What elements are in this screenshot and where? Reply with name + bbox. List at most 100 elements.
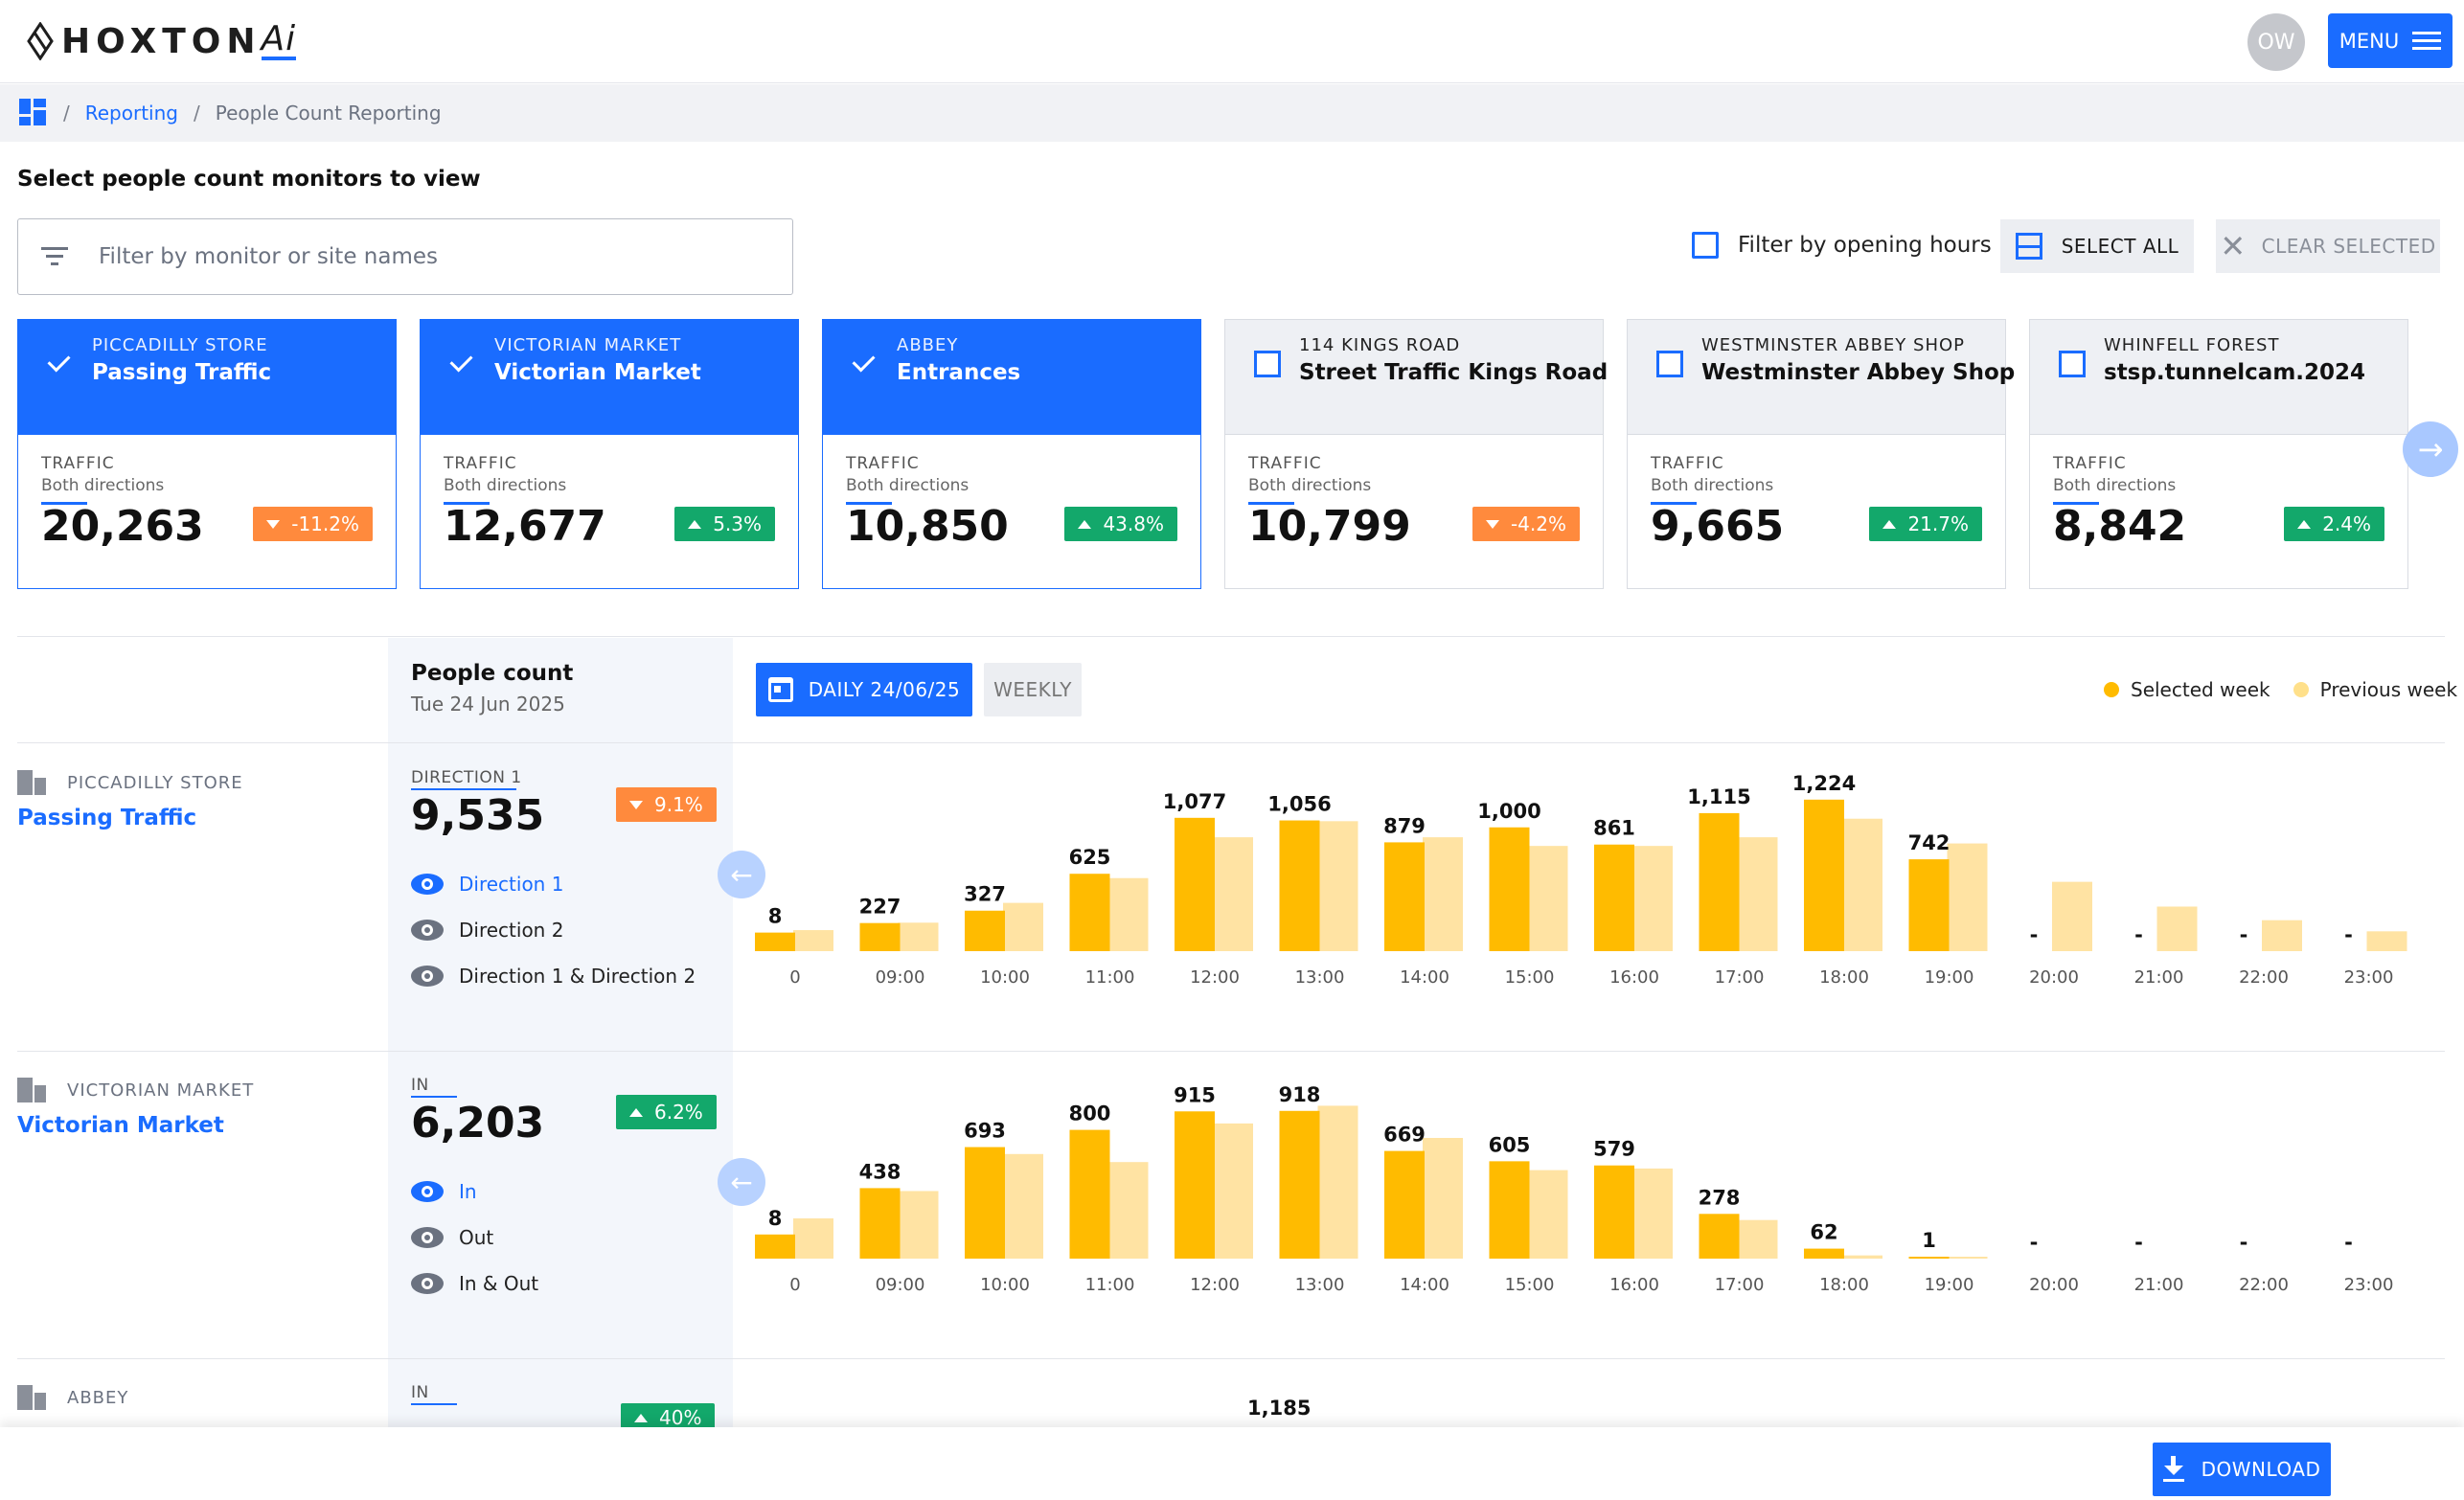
row-value: 6,203 xyxy=(411,1099,545,1148)
bar-data-label: - xyxy=(2134,923,2143,946)
bar-previous xyxy=(1213,837,1253,951)
monitor-card[interactable]: 114 KINGS ROAD Street Traffic Kings Road… xyxy=(1224,319,1608,589)
arrow-up-icon xyxy=(688,519,702,529)
direction-option[interactable]: Direction 1 xyxy=(411,873,563,896)
top-header: HOXTON Ai OW MENU xyxy=(0,0,2464,83)
card-header: PICCADILLY STORE Passing Traffic xyxy=(18,320,396,435)
divider xyxy=(17,636,2445,637)
row-monitor-link[interactable]: Victorian Market xyxy=(17,1113,224,1138)
divider xyxy=(17,1051,2445,1052)
arrow-up-icon xyxy=(1078,519,1092,529)
card-underline xyxy=(444,502,490,505)
card-checkbox[interactable] xyxy=(1656,351,1683,377)
card-checkbox[interactable] xyxy=(1254,351,1281,377)
bar-data-label: 1,224 xyxy=(1792,772,1856,795)
monitor-filter-field[interactable] xyxy=(17,218,793,295)
card-value: 8,842 xyxy=(2053,502,2187,551)
bar-selected xyxy=(859,922,901,951)
card-header: WHINFELL FOREST stsp.tunnelcam.2024 xyxy=(2030,320,2407,435)
card-sublabel: Both directions xyxy=(1651,476,1774,495)
direction-underline xyxy=(411,1096,457,1098)
breadcrumb: / Reporting / People Count Reporting xyxy=(0,84,2464,142)
card-header: ABBEY Entrances xyxy=(823,320,1200,435)
monitor-card[interactable]: WHINFELL FOREST stsp.tunnelcam.2024 TRAF… xyxy=(2029,319,2408,589)
x-tick-label: 16:00 xyxy=(1609,967,1659,988)
bar-data-label: 227 xyxy=(859,896,901,919)
arrow-left-icon[interactable]: ← xyxy=(718,1158,765,1206)
x-tick-label: 15:00 xyxy=(1505,967,1555,988)
change-value: -4.2% xyxy=(1510,512,1566,535)
arrow-right-icon[interactable]: → xyxy=(2403,421,2458,477)
arrow-down-icon xyxy=(1485,519,1499,529)
check-icon[interactable] xyxy=(47,351,74,377)
filter-opening-hours[interactable]: Filter by opening hours xyxy=(1692,232,1992,259)
select-all-button[interactable]: SELECT ALL xyxy=(2000,219,2194,273)
download-button[interactable]: DOWNLOAD xyxy=(2153,1443,2331,1496)
bar-selected xyxy=(1489,1161,1530,1259)
option-label: Out xyxy=(459,1226,494,1249)
people-count-chart-row1: 8 0 227 09:00 327 10:00 625 11:00 1,077 12:00 1,05… xyxy=(755,772,2407,988)
logo-diamond-icon xyxy=(27,22,54,60)
opening-hours-checkbox[interactable] xyxy=(1692,232,1719,259)
row-change-badge: 6.2% xyxy=(616,1095,717,1129)
row-value: 9,535 xyxy=(411,791,545,840)
monitor-card[interactable]: PICCADILLY STORE Passing Traffic TRAFFIC… xyxy=(17,319,397,589)
card-sublabel: Both directions xyxy=(41,476,165,495)
monitor-card[interactable]: ABBEY Entrances TRAFFIC Both directions … xyxy=(822,319,1201,589)
bar-previous xyxy=(793,1218,833,1259)
bar-previous xyxy=(2156,906,2198,951)
card-site: VICTORIAN MARKET xyxy=(494,335,682,355)
direction-option[interactable]: Direction 1 & Direction 2 xyxy=(411,965,696,988)
check-icon[interactable] xyxy=(852,351,878,377)
card-header: WESTMINSTER ABBEY SHOP Westminster Abbey… xyxy=(1628,320,2015,435)
clear-selected-button[interactable]: ✕ CLEAR SELECTED xyxy=(2216,219,2440,273)
check-icon[interactable] xyxy=(449,351,476,377)
arrow-left-icon[interactable]: ← xyxy=(718,851,765,898)
bar-selected xyxy=(1699,812,1740,951)
bar-previous xyxy=(1423,837,1463,951)
monitor-card[interactable]: VICTORIAN MARKET Victorian Market TRAFFI… xyxy=(420,319,799,589)
dashboard-grid-icon[interactable] xyxy=(19,99,48,127)
direction-option[interactable]: In & Out xyxy=(411,1272,538,1295)
monitor-filter-input[interactable] xyxy=(99,244,769,269)
x-tick-label: 16:00 xyxy=(1609,1275,1659,1295)
bar-previous xyxy=(1003,1153,1043,1259)
x-tick-label: 11:00 xyxy=(1085,1275,1135,1295)
bar-data-label: 879 xyxy=(1383,814,1426,837)
breadcrumb-reporting-link[interactable]: Reporting xyxy=(84,102,178,125)
card-underline xyxy=(1248,502,1294,505)
bar-previous xyxy=(1737,1219,1778,1259)
bar-selected xyxy=(1594,1165,1634,1259)
x-tick-label: 10:00 xyxy=(980,1275,1030,1295)
logo-text: HOXTON xyxy=(61,21,262,61)
user-avatar[interactable]: OW xyxy=(2247,13,2305,71)
bar-previous xyxy=(1947,843,1988,951)
bar-data-label: 693 xyxy=(964,1120,1006,1143)
card-label: TRAFFIC xyxy=(41,454,115,473)
option-label: Direction 1 xyxy=(459,873,564,896)
card-checkbox[interactable] xyxy=(2059,351,2086,377)
direction-label: IN xyxy=(411,1383,429,1402)
row-monitor-link[interactable]: Passing Traffic xyxy=(17,806,197,830)
x-tick-label: 10:00 xyxy=(980,967,1030,988)
row-site: VICTORIAN MARKET xyxy=(17,1078,254,1102)
card-site: WHINFELL FOREST xyxy=(2104,335,2280,355)
monitor-card[interactable]: WESTMINSTER ABBEY SHOP Westminster Abbey… xyxy=(1627,319,2015,589)
daily-button[interactable]: DAILY 24/06/25 xyxy=(756,663,972,716)
legend-dot-previous xyxy=(2293,682,2309,697)
hoxton-logo[interactable]: HOXTON Ai xyxy=(27,19,297,63)
weekly-button[interactable]: WEEKLY xyxy=(984,663,1082,716)
direction-option[interactable]: Direction 2 xyxy=(411,919,563,942)
card-sublabel: Both directions xyxy=(846,476,970,495)
card-underline xyxy=(846,502,892,505)
menu-button[interactable]: MENU xyxy=(2328,13,2453,68)
direction-option[interactable]: Out xyxy=(411,1226,493,1249)
x-tick-label: 23:00 xyxy=(2344,967,2394,988)
direction-option[interactable]: In xyxy=(411,1180,477,1203)
arrow-up-icon xyxy=(629,1107,643,1117)
x-tick-label: 17:00 xyxy=(1715,967,1765,988)
bar-selected xyxy=(1175,817,1215,951)
change-value: 9.1% xyxy=(654,793,703,816)
card-monitor-name: Victorian Market xyxy=(494,360,701,385)
eye-icon xyxy=(411,966,444,987)
